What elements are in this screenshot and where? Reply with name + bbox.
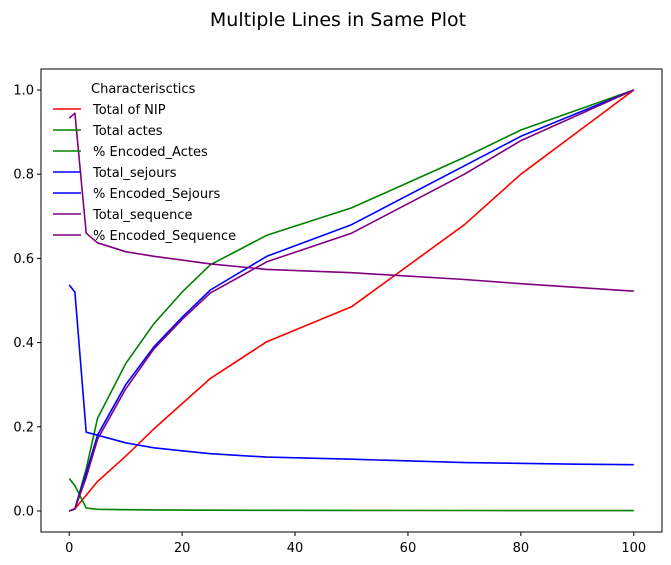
series-line-6: [68, 112, 634, 292]
plot-lines: [68, 89, 635, 512]
x-tick-label: 60: [400, 541, 417, 556]
legend-title: Characterisctics: [91, 82, 196, 97]
series-line-4: [68, 284, 634, 466]
series-line-1: [68, 89, 635, 512]
x-tick-label: 20: [174, 541, 191, 556]
legend-entry: Total_sequence: [92, 208, 193, 223]
x-tick-label: 0: [65, 541, 73, 556]
series-line-5: [68, 89, 635, 512]
legend-entry: Total of NIP: [92, 103, 166, 118]
legend-entry: % Encoded_Sequence: [93, 229, 236, 244]
legend-entry: % Encoded_Sejours: [93, 187, 220, 202]
plot-frame: [40, 68, 663, 533]
axes: 0 20 40 60 80 100 0.0 0.2 0.4 0.6 0.8 1.0: [13, 68, 663, 556]
series-line-2: [68, 478, 634, 512]
series-line-7: [68, 89, 635, 512]
y-tick-label: 0.8: [13, 168, 34, 183]
x-tick-label: 100: [621, 541, 646, 556]
x-tick-label: 40: [287, 541, 304, 556]
x-tick-label: 80: [513, 541, 530, 556]
y-tick-label: 0.6: [13, 252, 34, 267]
y-tick-label: 0.2: [13, 420, 34, 435]
legend-entry: Total actes: [92, 124, 163, 139]
legend-entry: Total_sejours: [92, 166, 177, 181]
y-tick-label: 0.0: [13, 504, 34, 519]
y-tick-label: 0.4: [13, 336, 34, 351]
y-tick-label: 1.0: [13, 84, 34, 99]
legend: Characterisctics Total of NIP Total actes%…: [53, 82, 236, 244]
legend-entry: % Encoded_Actes: [93, 145, 208, 160]
chart-title: Multiple Lines in Same Plot: [210, 9, 466, 31]
series-line-3: [68, 89, 635, 512]
